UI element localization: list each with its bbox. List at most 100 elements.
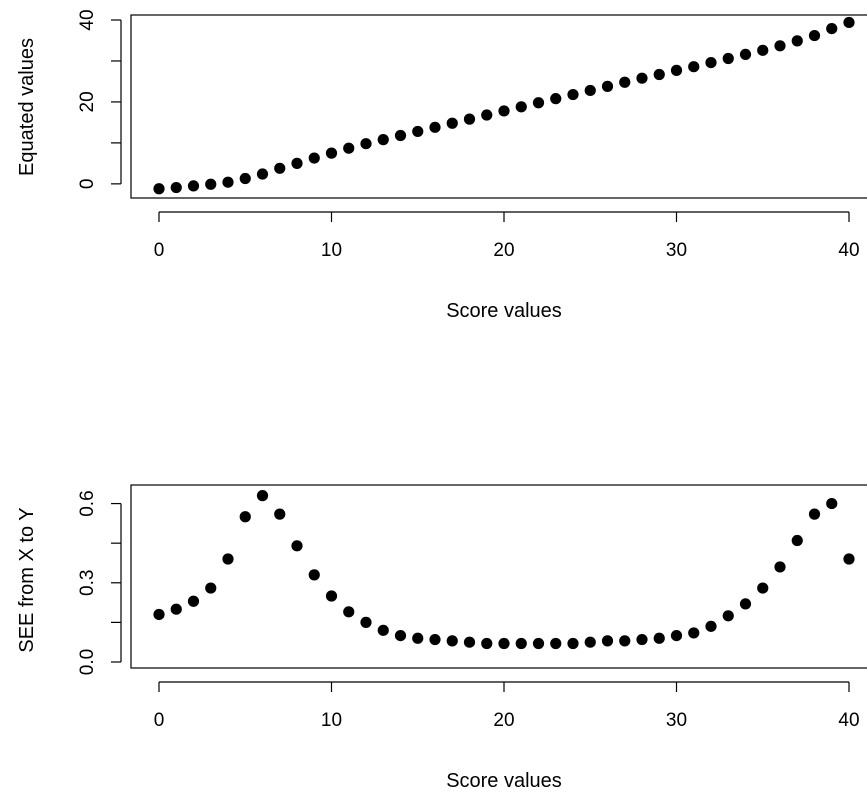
data-point <box>291 540 303 552</box>
data-point <box>463 113 476 125</box>
data-point <box>170 603 182 615</box>
data-point <box>481 637 493 650</box>
x-tick-label: 20 <box>493 240 514 261</box>
data-point <box>636 72 648 84</box>
data-point <box>412 125 424 138</box>
panel-see: 0 10 20 30 40 0.0 0.3 0.6 Score values SEE fro… <box>16 484 867 792</box>
data-point <box>394 629 407 642</box>
data-point <box>843 16 855 29</box>
data-point <box>567 637 579 650</box>
data-point <box>670 64 683 76</box>
data-point <box>187 595 200 607</box>
data-point <box>515 637 527 650</box>
data-point <box>515 101 527 113</box>
data-point <box>343 142 355 154</box>
data-point <box>584 84 596 97</box>
y-axis: 0.0 0.3 0.6 <box>77 490 122 675</box>
y-tick-label: 0 <box>77 179 98 190</box>
x-axis-title: Score values <box>446 770 562 792</box>
data-point <box>291 157 303 169</box>
x-axis: 0 10 20 30 40 <box>154 211 860 261</box>
data-point <box>550 93 562 105</box>
data-point <box>429 633 441 646</box>
data-point <box>688 61 700 73</box>
data-point <box>791 534 803 547</box>
data-point <box>601 80 614 92</box>
data-point <box>636 633 648 646</box>
data-point <box>532 637 545 650</box>
panel-equated-values: 0 10 20 30 40 0 20 40 Score values Equated val… <box>16 9 867 322</box>
data-point <box>239 511 251 523</box>
data-point <box>343 606 355 618</box>
data-point <box>325 590 338 602</box>
data-point <box>774 561 786 573</box>
data-point <box>584 636 596 648</box>
data-point <box>222 553 234 565</box>
data-point <box>256 490 269 502</box>
data-point <box>532 97 545 109</box>
data-point <box>826 23 838 35</box>
data-point <box>619 635 631 647</box>
data-point <box>774 40 786 52</box>
x-tick-label: 30 <box>666 240 687 261</box>
data-point <box>274 162 286 174</box>
x-tick-label: 10 <box>321 240 342 261</box>
data-point <box>205 582 217 594</box>
x-tick-label: 20 <box>493 710 514 731</box>
y-tick-label: 0.6 <box>77 490 98 516</box>
data-point <box>808 29 821 42</box>
data-points <box>153 490 855 650</box>
data-point <box>153 608 165 621</box>
data-point <box>377 134 389 146</box>
data-point <box>653 632 665 644</box>
data-point <box>619 76 631 88</box>
x-axis-title: Score values <box>446 300 562 322</box>
data-point <box>308 569 320 581</box>
x-tick-label: 30 <box>666 710 687 731</box>
data-point <box>360 138 372 150</box>
x-tick-label: 0 <box>154 240 165 261</box>
data-point <box>498 105 510 117</box>
data-point <box>705 620 717 632</box>
data-point <box>308 152 320 164</box>
data-point <box>601 635 614 647</box>
data-point <box>843 553 855 565</box>
data-point <box>757 582 769 594</box>
data-point <box>429 121 441 133</box>
data-point <box>412 632 424 644</box>
data-point <box>187 180 200 192</box>
x-tick-label: 10 <box>321 710 342 731</box>
data-point <box>377 624 389 636</box>
data-point <box>722 610 734 622</box>
data-point <box>394 129 407 142</box>
data-point <box>757 44 769 56</box>
y-axis-title: Equated values <box>16 38 38 176</box>
data-point <box>274 508 286 520</box>
data-point <box>325 147 338 159</box>
data-point <box>826 497 838 510</box>
y-tick-label: 0.3 <box>77 570 98 596</box>
x-axis: 0 10 20 30 40 <box>154 681 860 731</box>
data-point <box>463 636 476 648</box>
data-point <box>567 88 579 101</box>
data-point <box>722 52 734 65</box>
data-point <box>446 635 458 647</box>
data-point <box>653 68 665 81</box>
data-point <box>791 35 803 47</box>
data-point <box>239 172 251 185</box>
data-point <box>360 616 372 628</box>
data-point <box>205 178 217 190</box>
data-point <box>446 117 458 129</box>
data-point <box>739 598 752 610</box>
y-tick-label: 20 <box>77 91 98 112</box>
data-point <box>170 181 182 194</box>
data-points <box>153 16 855 195</box>
x-tick-label: 40 <box>838 710 859 731</box>
data-point <box>739 48 752 61</box>
x-tick-label: 0 <box>154 710 165 731</box>
plot-frame <box>130 484 867 669</box>
data-point <box>808 508 821 520</box>
data-point <box>222 176 234 188</box>
y-tick-label: 0.0 <box>77 649 98 675</box>
